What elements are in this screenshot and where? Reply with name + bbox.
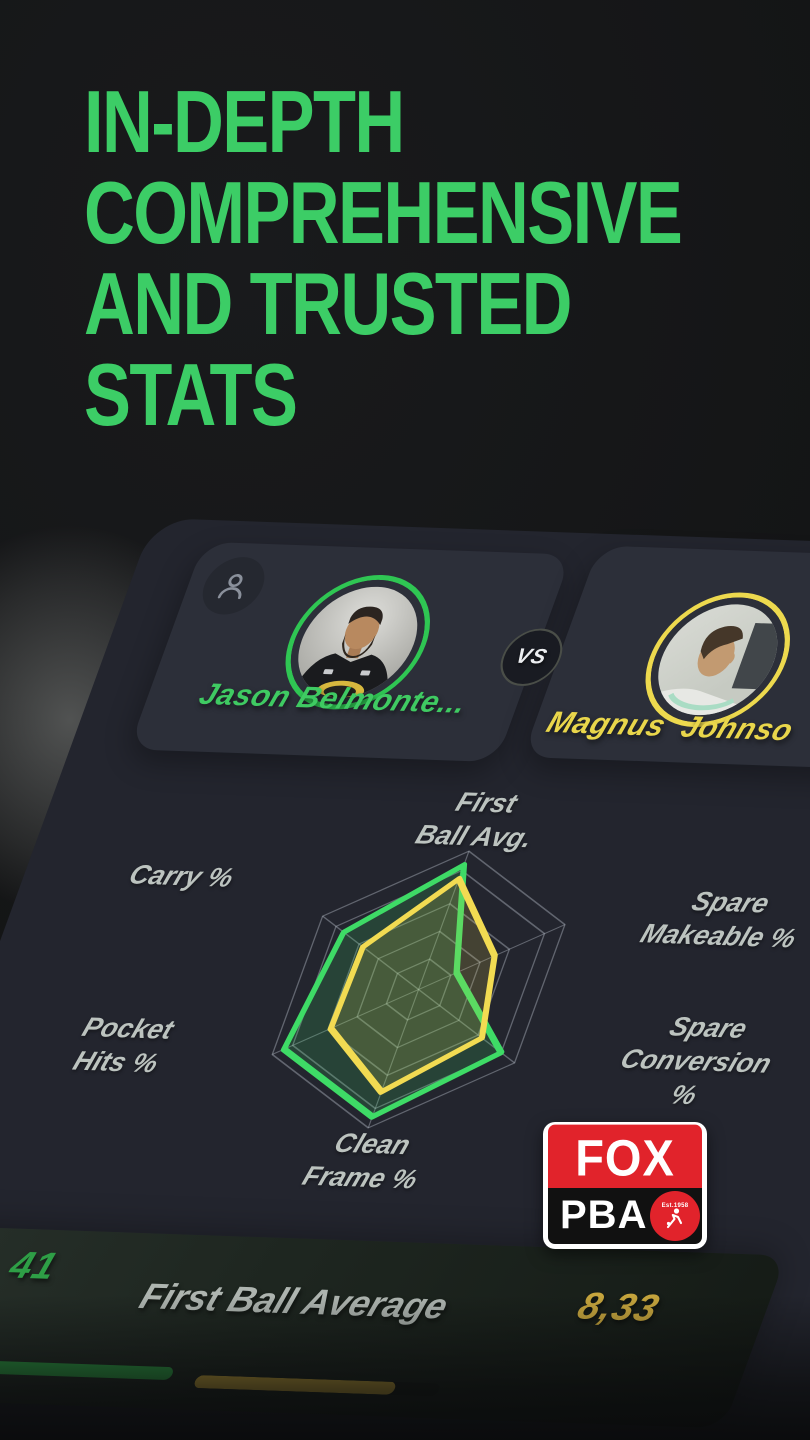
vs-label: VS	[512, 644, 551, 669]
radar-chart	[271, 850, 566, 1129]
headline-line-2: COMPREHENSIVE	[84, 163, 683, 262]
person-icon	[217, 573, 243, 600]
stat-value-left: 41	[3, 1244, 64, 1288]
axis-label-first-ball-avg: First Ball Avg.	[411, 786, 537, 854]
avatar-photo-jason	[281, 584, 434, 700]
player-card-left	[128, 541, 572, 763]
axis-label-spare-makeable: Spare Makeable %	[636, 886, 801, 954]
fox-pba-logo: FOX PBA Est.1958	[543, 1122, 707, 1249]
jason-photo-illustration	[289, 606, 388, 700]
fox-logo-top: FOX	[548, 1124, 702, 1191]
headline-line-4: STATS	[84, 345, 298, 444]
axis-label-clean-frame: Clean Frame %	[298, 1127, 422, 1195]
avatar-gap-magnus	[632, 595, 804, 725]
profile-icon-bubble	[194, 556, 273, 616]
pba-wordmark: PBA	[560, 1193, 648, 1238]
avatar-ring-magnus	[625, 590, 810, 730]
bottom-fade-overlay	[0, 1295, 810, 1440]
axis-label-pocket-hits: Pocket Hits %	[69, 1012, 178, 1079]
bowler-icon	[666, 1208, 683, 1228]
fox-wordmark: FOX	[575, 1128, 675, 1186]
headline-line-3: AND TRUSTED	[84, 254, 573, 353]
avatar-ring-jason	[265, 572, 451, 712]
headline-line-1: IN-DEPTH	[84, 72, 405, 171]
pba-est-text: Est.1958	[661, 1202, 689, 1209]
avatar-photo-magnus	[641, 602, 794, 718]
headline: IN-DEPTH COMPREHENSIVE AND TRUSTED STATS	[84, 72, 683, 444]
tilted-phone-mockup: Jason Belmonte... Magnus Johnso VS First…	[0, 518, 810, 1440]
pba-logo-bottom: PBA Est.1958	[548, 1187, 702, 1244]
avatar-gap-jason	[272, 577, 444, 707]
pba-badge-circle: Est.1958	[650, 1190, 700, 1241]
axis-label-spare-conversion: Spare Conversion %	[616, 1011, 776, 1111]
magnus-photo-illustration	[641, 623, 788, 718]
app-screen: Jason Belmonte... Magnus Johnso VS First…	[0, 518, 810, 1440]
axis-label-carry: Carry %	[125, 859, 238, 893]
